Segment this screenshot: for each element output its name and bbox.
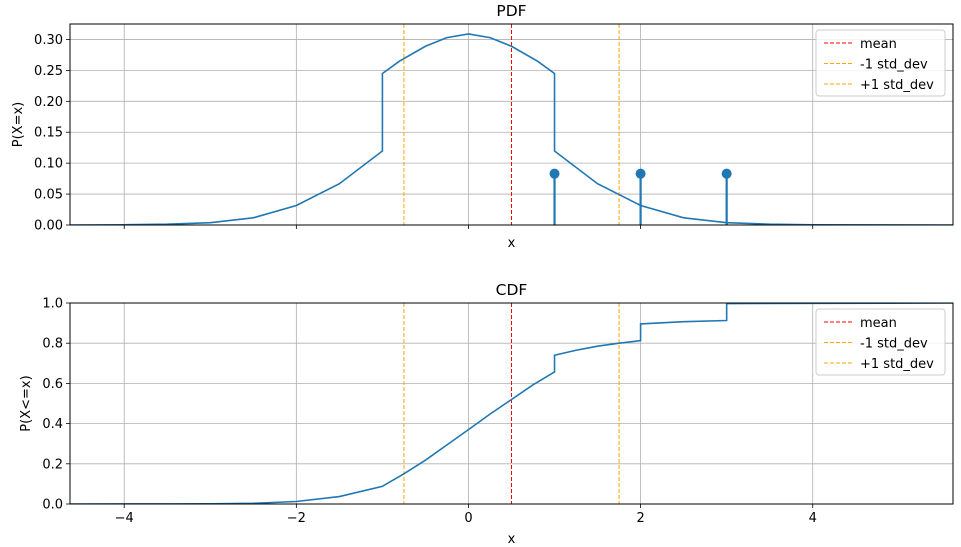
legend-label: mean bbox=[860, 37, 897, 52]
legend-label: +1 std_dev bbox=[860, 78, 934, 93]
x-tick-label: 0 bbox=[464, 511, 472, 526]
stem-marker bbox=[635, 168, 646, 179]
chart-title: PDF bbox=[496, 2, 526, 20]
y-tick-label: 0.20 bbox=[34, 95, 63, 110]
legend-box bbox=[815, 29, 946, 97]
y-tick-label: 0.25 bbox=[34, 64, 63, 79]
y-tick-label: 0.10 bbox=[34, 157, 63, 172]
legend: mean -1 std_dev +1 std_dev bbox=[815, 308, 946, 376]
series-line bbox=[70, 33, 953, 225]
legend: mean -1 std_dev +1 std_dev bbox=[815, 29, 946, 97]
x-axis-label: x bbox=[508, 236, 516, 251]
x-tick-label: 4 bbox=[809, 511, 817, 526]
y-tick-label: 0.8 bbox=[42, 337, 63, 352]
y-axis-label: P(X=x) bbox=[11, 102, 26, 147]
series-line bbox=[70, 303, 953, 504]
y-tick-label: 0.2 bbox=[42, 457, 63, 472]
stem-marker bbox=[549, 168, 560, 179]
y-axis-label: P(X<=x) bbox=[19, 375, 34, 431]
y-tick-label: 0.4 bbox=[42, 417, 63, 432]
legend-label: -1 std_dev bbox=[860, 58, 928, 73]
y-tick-label: 0.05 bbox=[34, 188, 63, 203]
chart-title: CDF bbox=[496, 281, 528, 299]
y-tick-label: 0.00 bbox=[34, 219, 63, 234]
legend-label: mean bbox=[860, 316, 897, 331]
x-tick-label: −2 bbox=[287, 511, 306, 526]
chart-panel-2: −4 −2 0 2 4 0.0 0.2 0.4 0.6 0.8 1.0 CDF x P(X<=x) mean… bbox=[19, 281, 954, 547]
x-axis-label: x bbox=[508, 532, 516, 547]
y-tick-label: 1.0 bbox=[42, 297, 63, 312]
stem-marker bbox=[721, 168, 732, 179]
x-tick-label: −4 bbox=[115, 511, 134, 526]
axes-frame bbox=[69, 23, 954, 226]
legend-box bbox=[815, 308, 946, 376]
x-tick-label: 2 bbox=[636, 511, 644, 526]
y-tick-label: 0.30 bbox=[34, 33, 63, 48]
legend-label: -1 std_dev bbox=[860, 337, 928, 352]
legend-label: +1 std_dev bbox=[860, 357, 934, 372]
chart-panel-1: 0.00 0.05 0.10 0.15 0.20 0.25 0.30 PDF x P(X=x) me… bbox=[11, 2, 954, 251]
axes-frame bbox=[69, 302, 954, 505]
y-tick-label: 0.15 bbox=[34, 126, 63, 141]
y-tick-label: 0.6 bbox=[42, 377, 63, 392]
y-tick-label: 0.0 bbox=[42, 498, 63, 513]
